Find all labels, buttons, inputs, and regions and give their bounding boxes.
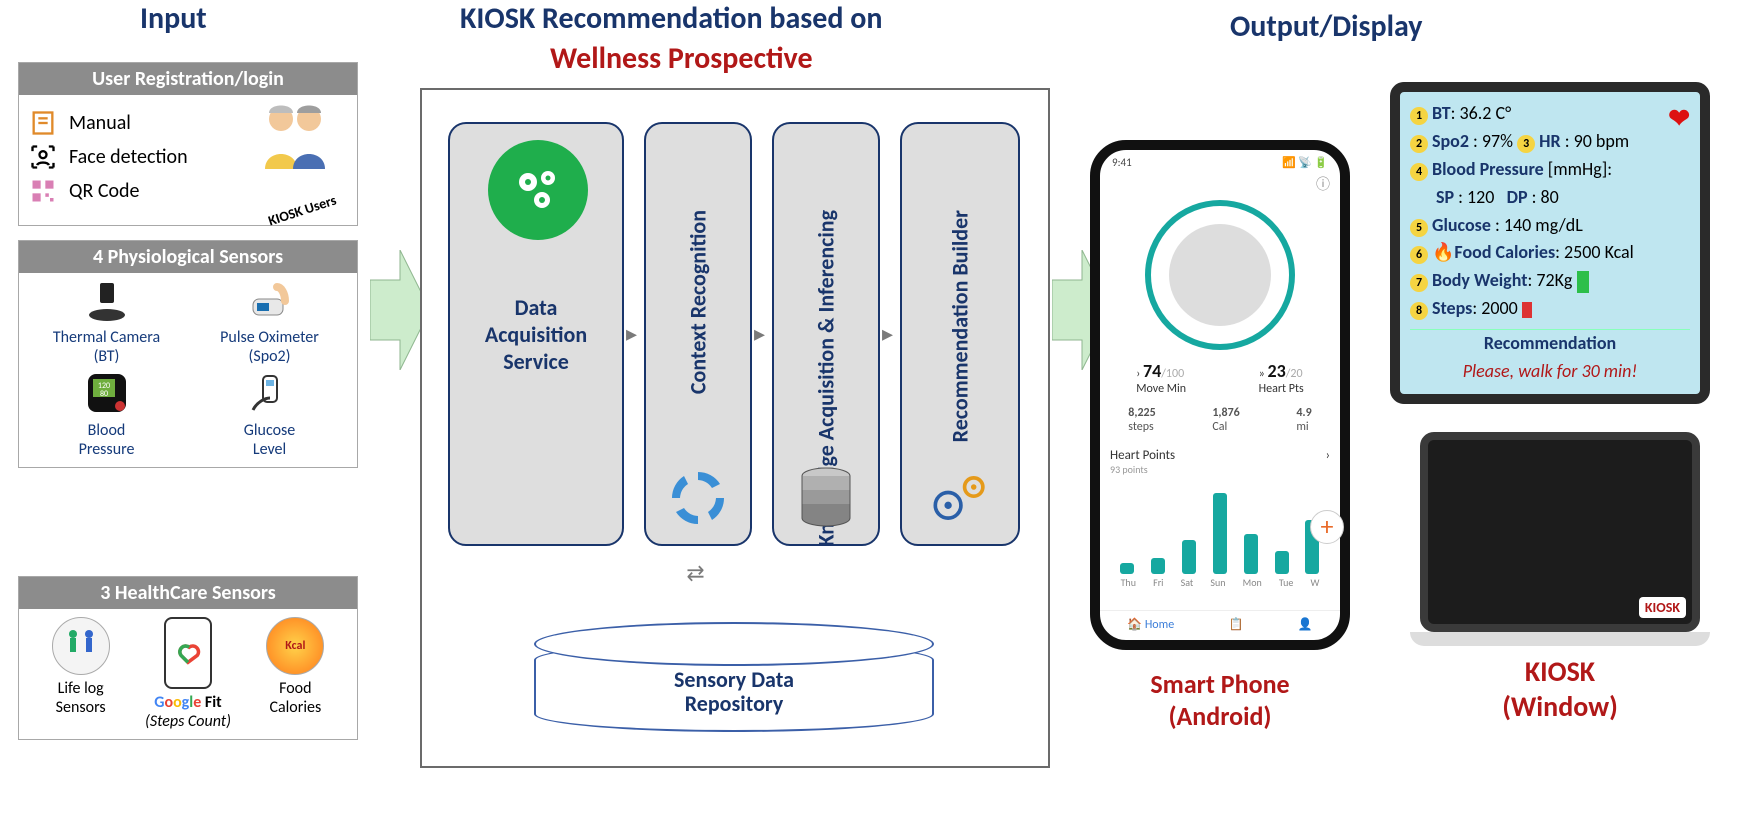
- heart-bar-chart: [1112, 484, 1328, 574]
- panel-healthcare: 3 HealthCare Sensors Life logSensors Goo…: [18, 576, 358, 740]
- kiosk-label: KIOSK(Window): [1390, 654, 1730, 724]
- stage-recommendation: Recommendation Builder: [900, 122, 1020, 546]
- arrow-icon: ▸: [626, 320, 637, 347]
- kiosk-rec-header: Recommendation: [1410, 329, 1690, 358]
- sensor-spo2: Pulse Oximeter(Spo2): [192, 281, 347, 366]
- stat-mi: 4.9mi: [1296, 406, 1311, 434]
- cogs-icon: [928, 466, 992, 530]
- hc-googlefit: Google Fit (Steps Count): [136, 617, 239, 731]
- cycle-arrows-icon: [666, 466, 730, 530]
- section-title: Heart Points: [1110, 448, 1175, 463]
- hc-lifelog: Life logSensors: [29, 617, 132, 731]
- panel-hc-header: 3 HealthCare Sensors: [19, 577, 357, 609]
- kiosk-users-icon: [255, 101, 335, 171]
- bar-day-labels: ThuFriSatSunMonTueW: [1112, 576, 1328, 589]
- kiosk-brand-badge: KIOSK: [1639, 597, 1686, 618]
- stage-knowledge: Knowledge Acquisition & Inferencing: [772, 122, 880, 546]
- stat-cal: 1,876Cal: [1212, 406, 1239, 434]
- activity-ring: [1145, 200, 1295, 350]
- reg-item-label: QR Code: [69, 179, 140, 203]
- heart-icon: ❤: [1668, 98, 1690, 138]
- phone-bottom-nav[interactable]: 🏠 Home 📋 👤: [1100, 610, 1340, 638]
- form-icon: [29, 109, 57, 137]
- nav-profile[interactable]: 👤: [1298, 617, 1313, 632]
- stage-data-acq: DataAcquisitionService: [448, 122, 624, 546]
- fab-add-button[interactable]: +: [1310, 510, 1344, 544]
- svg-text:80: 80: [99, 389, 107, 399]
- phone-status-icons: 📶 📡 🔋: [1282, 156, 1328, 169]
- arrow-icon: ▸: [882, 320, 893, 347]
- sensor-bp: 12080 BloodPressure: [29, 370, 184, 459]
- lifelog-icon: [52, 617, 110, 675]
- stat-move-min: › 74/100Move Min: [1136, 360, 1186, 396]
- sensor-thermal: Thermal Camera(BT): [29, 281, 184, 366]
- smartphone-mock: 9:41 📶 📡 🔋 ⓘ › 74/100Move Min » 23/20Hea…: [1090, 140, 1350, 650]
- arrow-icon: ▸: [754, 320, 765, 347]
- stage-label: DataAcquisitionService: [450, 294, 622, 375]
- database-stack-icon: [794, 466, 858, 530]
- repo-cylinder: Sensory DataRepository: [534, 622, 934, 742]
- panel-phys-header: 4 Physiological Sensors: [19, 241, 357, 273]
- phone-time: 9:41: [1112, 156, 1132, 169]
- chevron-right-icon: ›: [1326, 448, 1330, 476]
- smartphone-label: Smart Phone(Android): [1090, 668, 1350, 732]
- stage-context: Context Recognition: [644, 122, 752, 546]
- reg-item-label: Manual: [69, 111, 131, 135]
- panel-registration: User Registration/login Manual Face dete…: [18, 62, 358, 226]
- stat-steps: 8,225steps: [1128, 406, 1155, 434]
- kiosk-rec-text: Please, walk for 30 min!: [1410, 358, 1690, 386]
- stage-label: Context Recognition: [685, 210, 712, 394]
- output-header: Output/Display: [1230, 8, 1422, 45]
- arrow-down-icon: ⇅: [682, 564, 709, 582]
- sensor-glucose: GlucoseLevel: [192, 370, 347, 459]
- gears-icon: [488, 140, 588, 240]
- stat-heart-pts: » 23/20Heart Pts: [1259, 360, 1304, 396]
- hc-calories: Kcal FoodCalories: [244, 617, 347, 731]
- kiosk-screen: ❤ 1BT: 36.2 C° 2Spo2 : 97% 3HR : 90 bpm …: [1390, 82, 1710, 404]
- info-icon: ⓘ: [1100, 174, 1340, 194]
- panel-physiological: 4 Physiological Sensors Thermal Camera(B…: [18, 240, 358, 468]
- nav-home[interactable]: 🏠 Home: [1127, 617, 1174, 632]
- kcal-icon: Kcal: [266, 617, 324, 675]
- reg-item-label: Face detection: [69, 145, 188, 169]
- center-header-2: Wellness Prospective: [550, 40, 813, 77]
- kiosk-mock: ❤ 1BT: 36.2 C° 2Spo2 : 97% 3HR : 90 bpm …: [1390, 82, 1730, 724]
- face-scan-icon: [29, 143, 57, 171]
- reg-item-qr: QR Code: [29, 177, 347, 205]
- panel-registration-header: User Registration/login: [19, 63, 357, 95]
- kiosk-base: [1410, 632, 1710, 646]
- repo-label: Sensory DataRepository: [534, 668, 934, 716]
- kiosk-body: KIOSK: [1420, 432, 1700, 632]
- center-header-1: KIOSK Recommendation based on: [460, 0, 882, 37]
- qr-icon: [29, 177, 57, 205]
- stage-label: Recommendation Builder: [947, 210, 974, 442]
- pipeline-box: DataAcquisitionService Context Recogniti…: [420, 88, 1050, 768]
- phone-fit-icon: [164, 617, 212, 689]
- nav-journal[interactable]: 📋: [1229, 617, 1244, 632]
- input-header: Input: [140, 0, 207, 37]
